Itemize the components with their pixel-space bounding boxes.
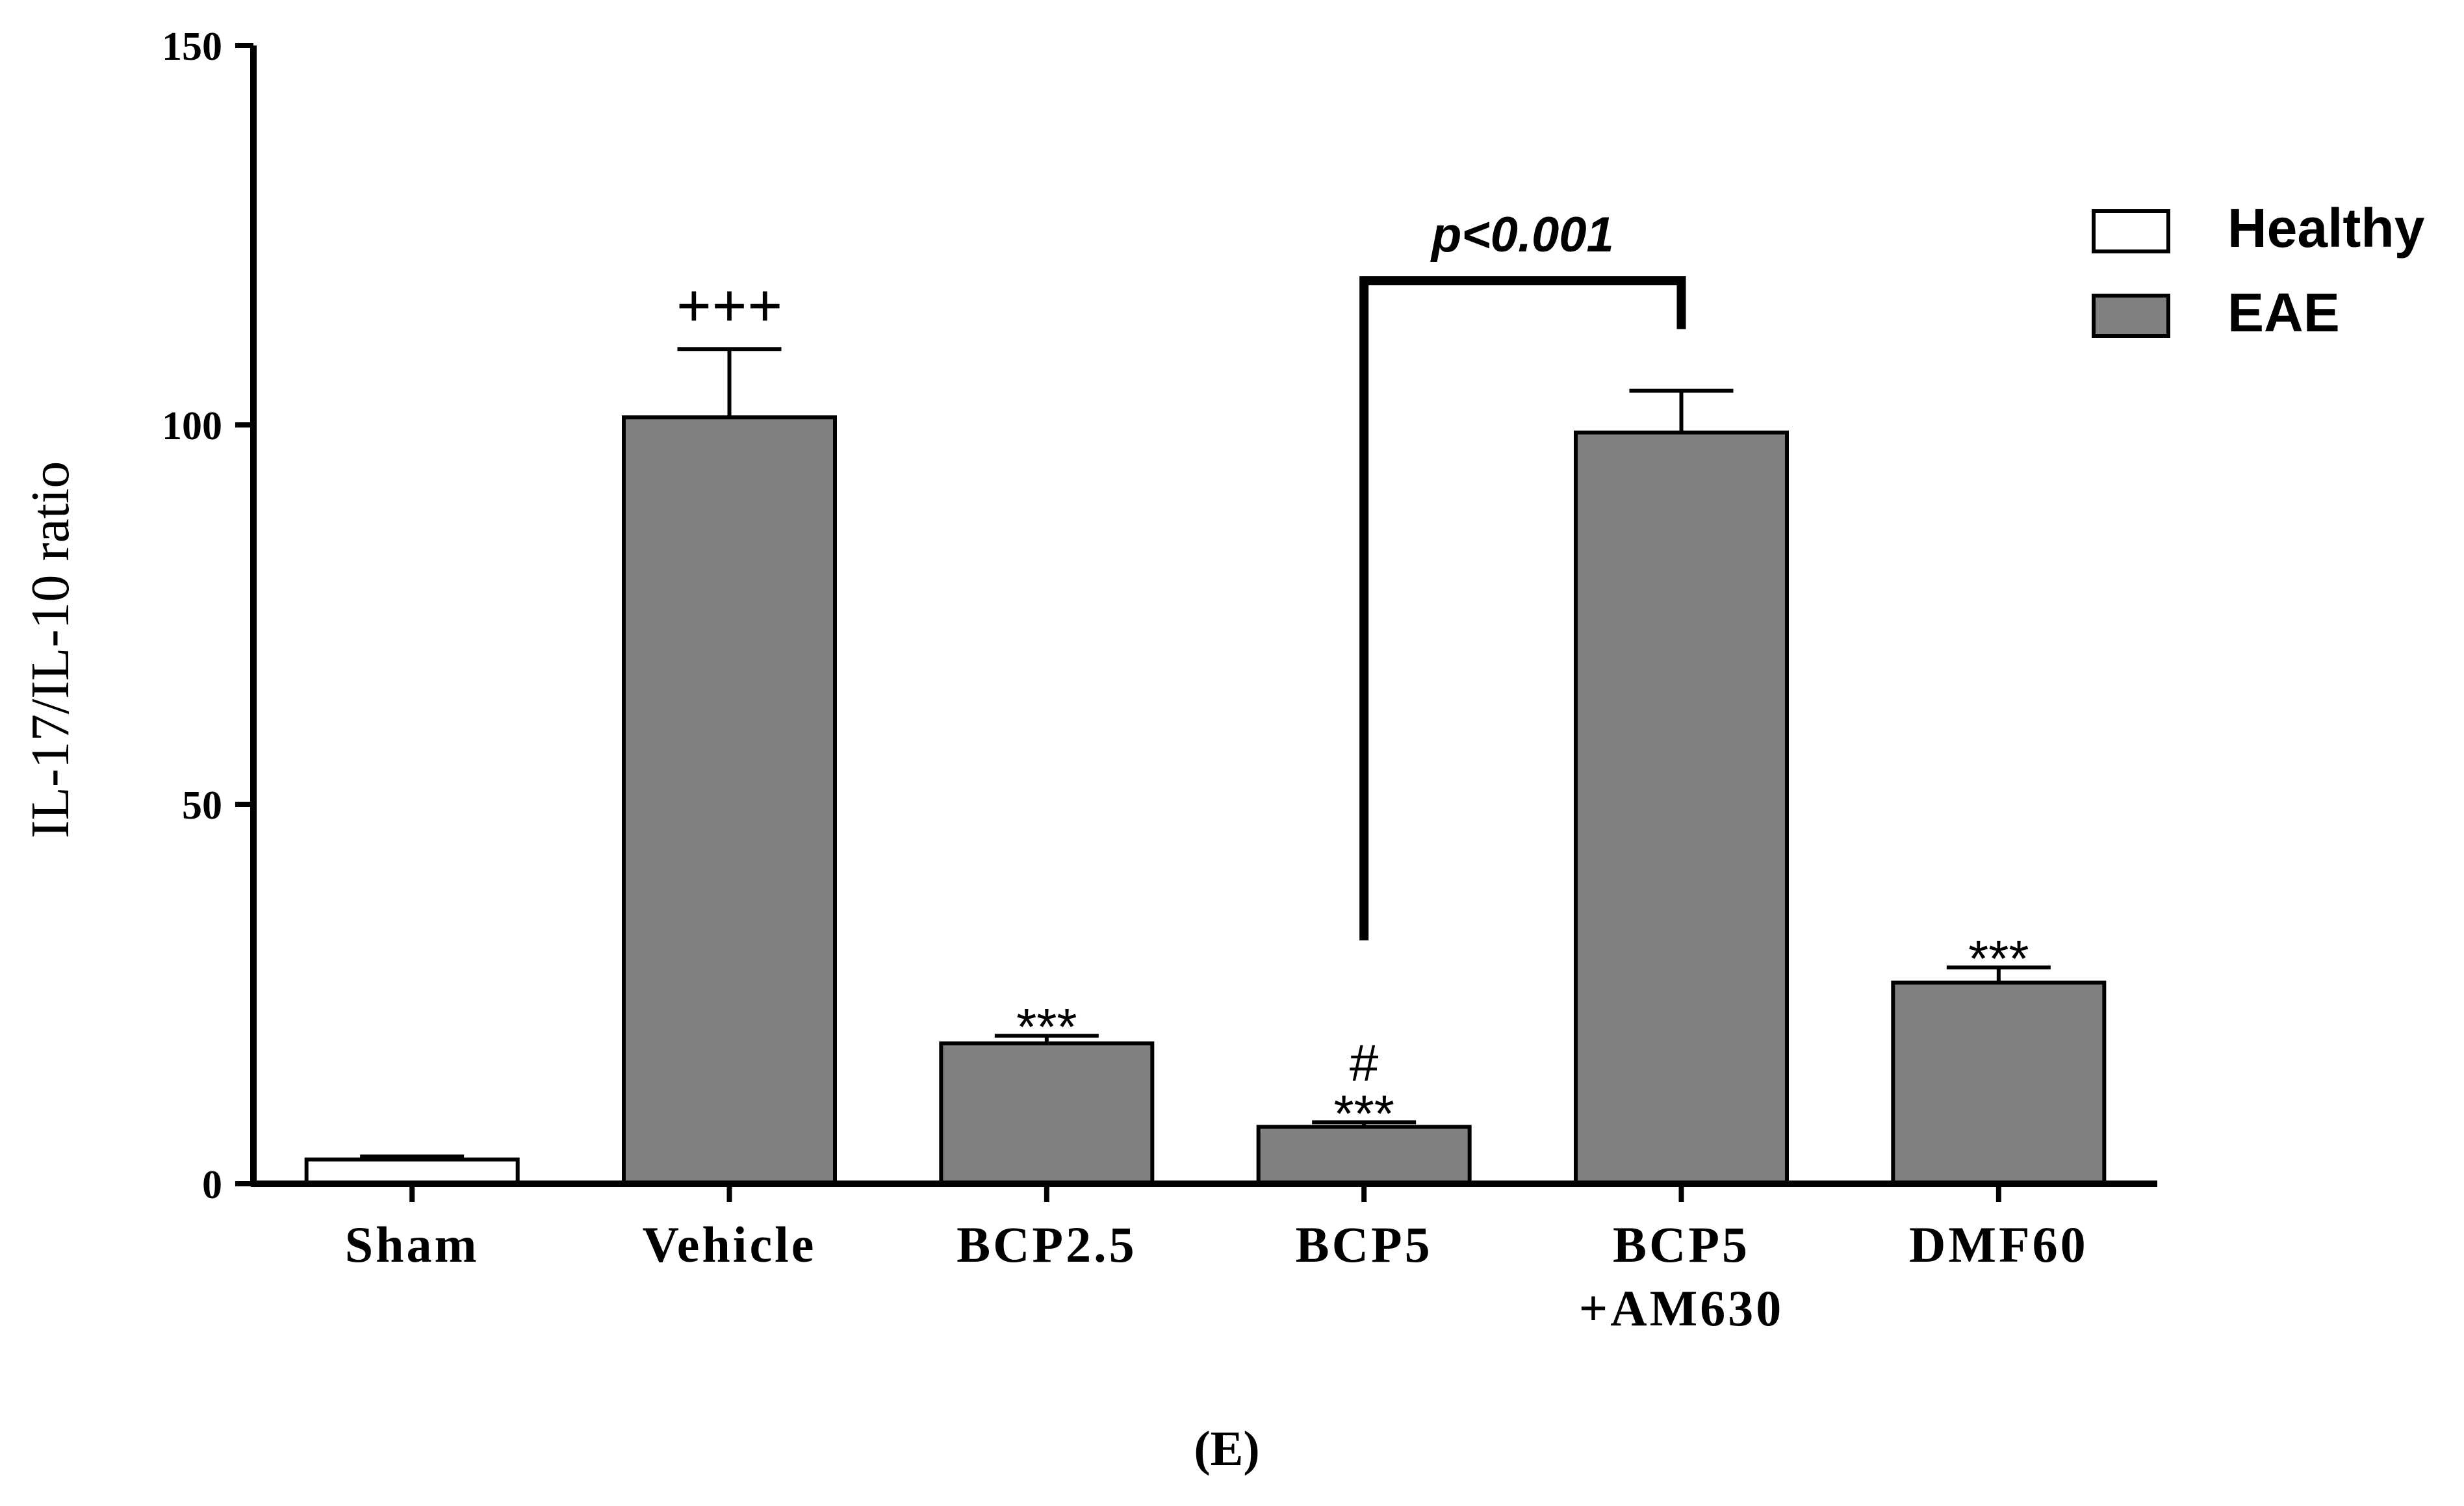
comparison-bracket: p<0.001 bbox=[1359, 207, 1686, 941]
legend-swatch bbox=[2092, 294, 2170, 338]
significance-mark: *** bbox=[1333, 1084, 1394, 1142]
bar bbox=[622, 415, 837, 1186]
significance-mark: *** bbox=[1016, 998, 1077, 1056]
x-tick-label: Vehicle bbox=[643, 1216, 817, 1273]
x-tick-label: Sham bbox=[345, 1216, 480, 1273]
axes bbox=[250, 45, 2157, 1187]
y-tick-label: 0 bbox=[202, 1163, 222, 1207]
x-axis-labels: Sham Vehicle BCP2.5 BCP5 BCP5 +AM630 DMF60 bbox=[345, 1184, 2088, 1336]
legend-swatch bbox=[2092, 209, 2170, 253]
significance-mark: *** bbox=[1968, 930, 2029, 988]
bar bbox=[1574, 430, 1789, 1186]
x-tick-label: BCP5 bbox=[1613, 1216, 1750, 1273]
significance-mark: # bbox=[1350, 1034, 1379, 1091]
x-tick-label: BCP2.5 bbox=[956, 1216, 1137, 1273]
y-tick-label: 50 bbox=[182, 784, 222, 828]
y-tick-label: 150 bbox=[162, 25, 222, 69]
x-tick-label: +AM630 bbox=[1579, 1280, 1784, 1336]
comparison-line bbox=[1359, 276, 1686, 941]
panel-label: (E) bbox=[1194, 1422, 1259, 1476]
y-tick-label: 100 bbox=[162, 404, 222, 448]
significance-mark: +++ bbox=[676, 271, 782, 340]
y-axis-ticks: 0 50 100 150 bbox=[162, 25, 253, 1207]
bar bbox=[1891, 980, 2107, 1186]
legend-label: EAE bbox=[2227, 282, 2340, 343]
bar bbox=[939, 1041, 1155, 1186]
x-tick-label: DMF60 bbox=[1909, 1216, 2088, 1273]
bars bbox=[304, 347, 2107, 1186]
legend-label: Healthy bbox=[2227, 198, 2425, 259]
y-axis-title: IL-17/IL-10 ratio bbox=[20, 461, 81, 839]
p-value-label: p<0.001 bbox=[1430, 207, 1614, 262]
x-tick-label: BCP5 bbox=[1296, 1216, 1433, 1273]
legend: Healthy EAE bbox=[2092, 198, 2425, 343]
annotations: +++******#*** bbox=[676, 271, 2029, 1142]
bar bbox=[304, 1157, 520, 1186]
